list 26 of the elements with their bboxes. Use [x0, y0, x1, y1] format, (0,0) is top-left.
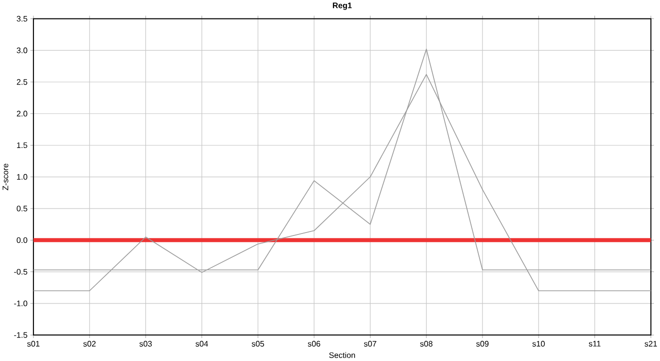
x-tick-label: s02	[83, 341, 96, 347]
y-axis-title: Z-score	[2, 164, 8, 190]
y-tick-label: 0.0	[16, 237, 28, 244]
y-tick-label: -1.0	[14, 300, 28, 306]
chart-title: Reg1	[332, 2, 352, 10]
x-tick-label: s05	[252, 341, 264, 347]
x-tick-label: s10	[532, 341, 545, 347]
y-tick-label: 1.0	[17, 174, 28, 180]
x-axis-title: Section	[329, 352, 355, 358]
y-tick-label: 2.5	[16, 79, 28, 85]
y-tick-label: -1.5	[14, 332, 28, 338]
y-tick-label: 3.0	[16, 48, 28, 54]
y-tick-label: 2.0	[16, 110, 28, 117]
x-tick-label: s08	[420, 341, 432, 347]
x-tick-label: s21	[644, 341, 657, 347]
x-tick-label: s11	[588, 341, 601, 347]
x-tick-label: s09	[476, 341, 489, 347]
y-tick-label: 3.5	[16, 16, 28, 22]
x-tick-label: s06	[308, 341, 320, 347]
x-tick-label: s01	[27, 341, 40, 347]
y-tick-label: 1.5	[17, 142, 28, 148]
y-tick-label: 0.5	[16, 206, 28, 212]
x-tick-label: s07	[364, 341, 376, 347]
x-tick-label: s03	[139, 341, 152, 347]
y-tick-label: -0.5	[14, 269, 28, 275]
x-tick-label: s04	[196, 341, 208, 347]
